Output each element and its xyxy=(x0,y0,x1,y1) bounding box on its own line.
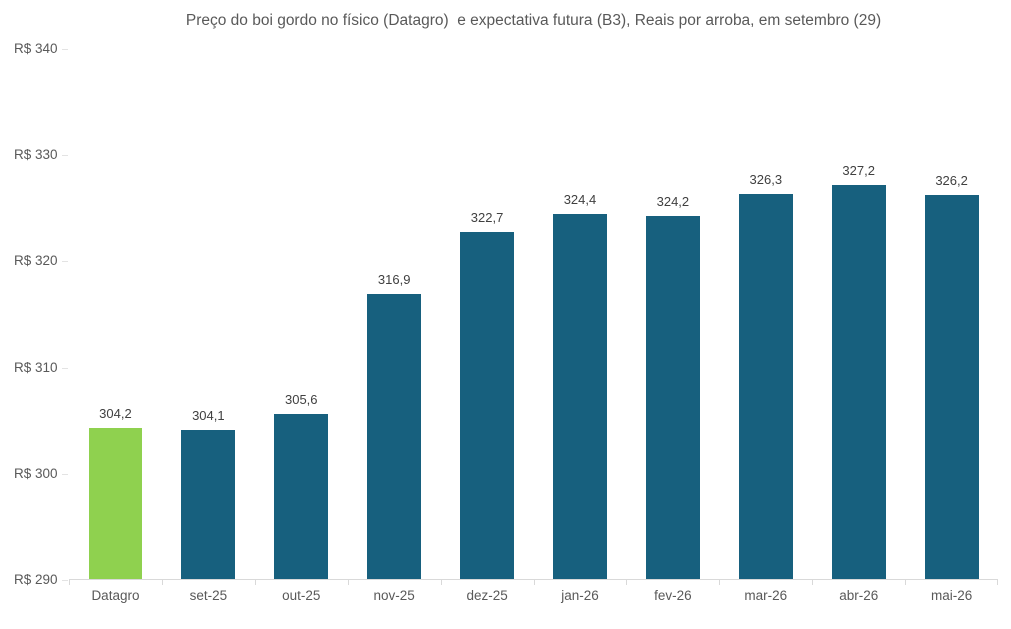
x-axis-tick xyxy=(440,580,442,585)
y-axis-label-330: R$ 330 xyxy=(14,147,58,163)
x-axis-labels: Datagro set-25 out-25 nov-25 dez-25 jan-26 fev… xyxy=(69,588,998,603)
y-axis-tick xyxy=(62,473,68,475)
data-label: 327,2 xyxy=(842,162,875,178)
y-axis-label-340: R$ 340 xyxy=(14,41,58,56)
x-axis-label-dez-25: dez-25 xyxy=(466,588,508,603)
bar-group: 304,1 xyxy=(162,49,255,579)
x-axis-label-nov-25: nov-25 xyxy=(373,588,415,603)
x-axis-tick xyxy=(997,580,998,585)
bar-fev-26 xyxy=(645,216,700,579)
x-axis-tick xyxy=(905,580,907,585)
y-axis-tick xyxy=(62,261,68,263)
bar-mar-26 xyxy=(738,194,793,579)
bar-mai-26 xyxy=(924,195,979,579)
x-axis-tick xyxy=(69,580,70,585)
bar-nov-25 xyxy=(367,293,422,579)
bar-group: 305,6 xyxy=(255,49,348,579)
bar-group: 324,2 xyxy=(626,49,719,579)
data-label: 316,9 xyxy=(377,271,411,287)
x-axis-label-mai-26: mai-26 xyxy=(930,588,973,603)
y-axis-tick xyxy=(62,580,68,581)
bar-group: 326,2 xyxy=(905,49,998,579)
bar-jan-26 xyxy=(553,214,607,579)
chart-title: Preço do boi gordo no físico (Datagro) e… xyxy=(185,12,882,29)
bar-group: 324,4 xyxy=(534,49,627,579)
x-axis-tick xyxy=(812,580,814,585)
x-axis-tick xyxy=(254,580,256,585)
x-axis-label-jan-26: jan-26 xyxy=(561,588,599,603)
x-axis-tick xyxy=(533,580,535,585)
bar-group: 322,7 xyxy=(441,49,534,579)
x-axis-tick xyxy=(161,580,163,585)
bar-Datagro xyxy=(88,428,143,579)
data-label: 304,2 xyxy=(99,406,132,422)
data-label: 324,2 xyxy=(656,194,690,210)
plot-area: 304,2 304,1 305,6 316,9 322,7 324,4 324,2 326,3… xyxy=(69,49,998,585)
x-axis-label-Datagro: Datagro xyxy=(91,588,140,603)
bar-group: 304,2 xyxy=(69,49,162,579)
y-axis-label-300: R$ 300 xyxy=(14,465,58,481)
data-label: 304,1 xyxy=(192,407,225,423)
x-axis-label-set-25: set-25 xyxy=(189,588,228,603)
x-axis-tick xyxy=(719,580,721,585)
x-axis-label-mar-26: mar-26 xyxy=(744,588,788,603)
y-axis-tick xyxy=(62,155,68,157)
bar-group: 316,9 xyxy=(348,49,441,579)
x-axis-tick xyxy=(347,580,349,585)
x-axis-label-fev-26: fev-26 xyxy=(654,588,692,603)
bar-dez-25 xyxy=(460,232,515,579)
data-label: 305,6 xyxy=(284,391,318,407)
data-label: 324,4 xyxy=(563,192,597,208)
x-axis-tick xyxy=(626,580,628,585)
x-axis-label-abr-26: abr-26 xyxy=(839,588,879,603)
y-axis-tick xyxy=(62,49,68,50)
y-axis-label-310: R$ 310 xyxy=(14,359,58,375)
bar-abr-26 xyxy=(831,184,886,579)
bar-group: 326,3 xyxy=(719,49,812,579)
y-axis-label-290: R$ 290 xyxy=(14,572,58,587)
y-axis-label-320: R$ 320 xyxy=(14,253,58,269)
bar-group: 327,2 xyxy=(812,49,905,579)
data-label: 326,3 xyxy=(749,172,783,188)
data-label: 322,7 xyxy=(470,210,504,226)
x-axis-label-out-25: out-25 xyxy=(282,588,321,603)
bar-out-25 xyxy=(274,413,329,579)
y-axis-tick xyxy=(62,367,68,369)
bar-set-25 xyxy=(181,429,236,579)
data-label: 326,2 xyxy=(935,173,968,189)
